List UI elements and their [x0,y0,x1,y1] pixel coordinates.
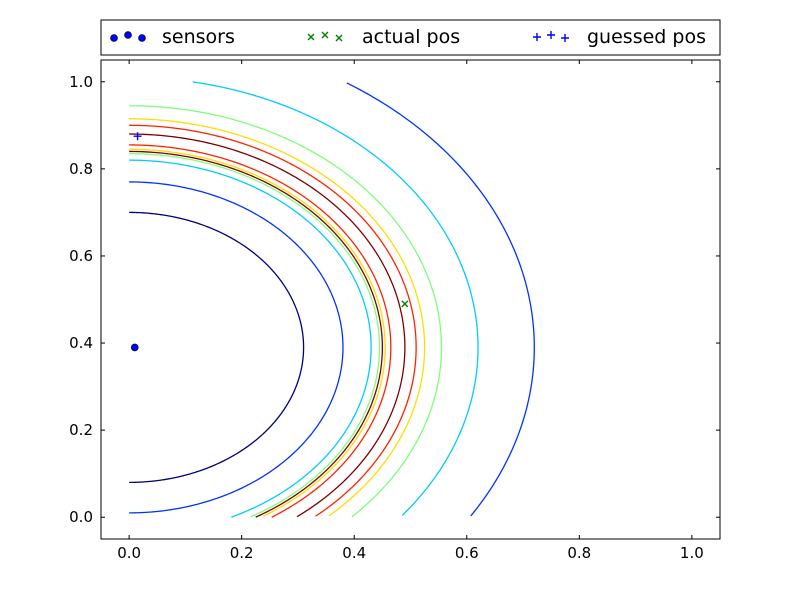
x-tick-label: 0.2 [230,544,254,562]
contour-line-6 [129,150,384,518]
legend-entry-guessed-pos: guessed pos [533,26,706,48]
y-tick-label: 1.0 [69,73,93,91]
legend-entry-sensors: sensors [110,26,235,48]
legend-marker-actual-pos [321,31,329,39]
y-tick-labels: 0.0 0.2 0.4 0.6 0.8 1.0 [69,73,93,526]
contour-line-7 [129,133,406,518]
legend-marker-sensors [110,34,118,42]
actual-pos-point [401,300,409,308]
legend-label-sensors: sensors [162,26,235,48]
x-tick-label: 1.0 [680,544,704,562]
legend-marker-sensors [138,34,146,42]
contour-line-3 [129,152,381,518]
y-tick-label: 0.0 [69,508,93,526]
data-points [130,132,409,352]
legend-marker-actual-pos [335,34,343,42]
legend-marker-guessed-pos [533,33,541,41]
x-tick-labels: 0.0 0.2 0.4 0.6 0.8 1.0 [117,544,704,562]
x-tick-label: 0.6 [455,544,479,562]
contour-line-8 [129,124,417,517]
legend-marker-guessed-pos [561,34,569,42]
guessed-pos-point [133,132,142,141]
legend-marker-actual-pos [307,33,315,41]
contour-line-4 [129,148,386,517]
x-tick-label: 0.4 [342,544,366,562]
x-tick-label: 0.0 [117,544,141,562]
axis-ticks [101,60,720,539]
x-tick-label: 0.8 [567,544,591,562]
y-tick-label: 0.8 [69,160,93,178]
y-tick-label: 0.6 [69,247,93,265]
contour-line-10 [129,105,443,518]
sensors-point [130,343,139,352]
legend-label-guessed-pos: guessed pos [587,26,706,48]
contour-line-1 [129,181,344,514]
contour-line-9 [129,118,426,517]
legend-marker-sensors [124,31,132,39]
contour-line-2 [129,159,372,518]
contour-line-0 [129,211,305,484]
contour-lines [129,81,535,518]
contour-line-5 [129,144,392,518]
y-tick-label: 0.2 [69,421,93,439]
legend-label-actual-pos: actual pos [362,26,460,48]
legend-box [100,19,721,56]
legend-marker-guessed-pos [547,31,555,39]
contour-line-11 [192,81,479,516]
y-tick-label: 0.4 [69,334,93,352]
axes-frame [100,59,721,540]
legend-entry-actual-pos: actual pos [307,26,460,48]
legend: sensors actual pos guessed pos [100,19,721,56]
contour-line-12 [346,82,535,517]
